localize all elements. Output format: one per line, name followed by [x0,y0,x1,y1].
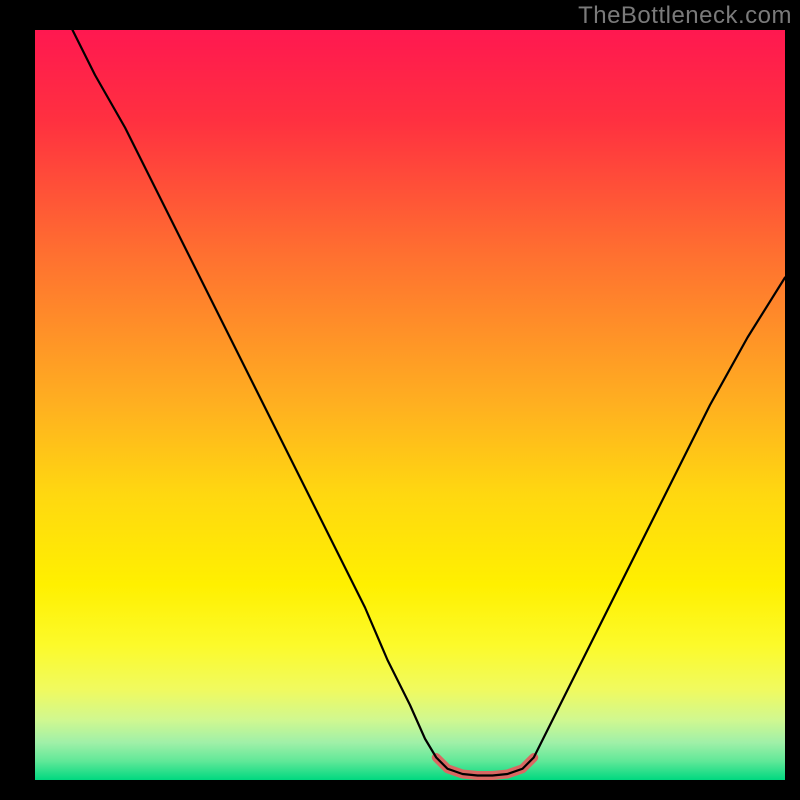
chart-svg [0,0,800,800]
watermark-text: TheBottleneck.com [578,2,792,30]
bottleneck-chart: TheBottleneck.com [0,0,800,800]
